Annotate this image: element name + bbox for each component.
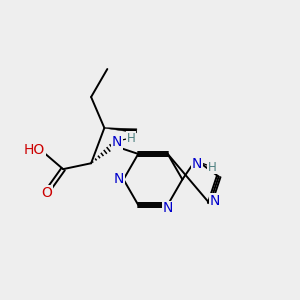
Text: H: H [208, 160, 216, 174]
Text: N: N [112, 135, 122, 149]
Text: O: O [41, 186, 52, 200]
Text: HO: HO [24, 143, 45, 157]
Text: N: N [210, 194, 220, 208]
Polygon shape [104, 128, 137, 133]
Text: H: H [127, 132, 135, 145]
Text: N: N [192, 157, 202, 171]
Text: N: N [114, 172, 124, 186]
Text: N: N [163, 202, 173, 215]
